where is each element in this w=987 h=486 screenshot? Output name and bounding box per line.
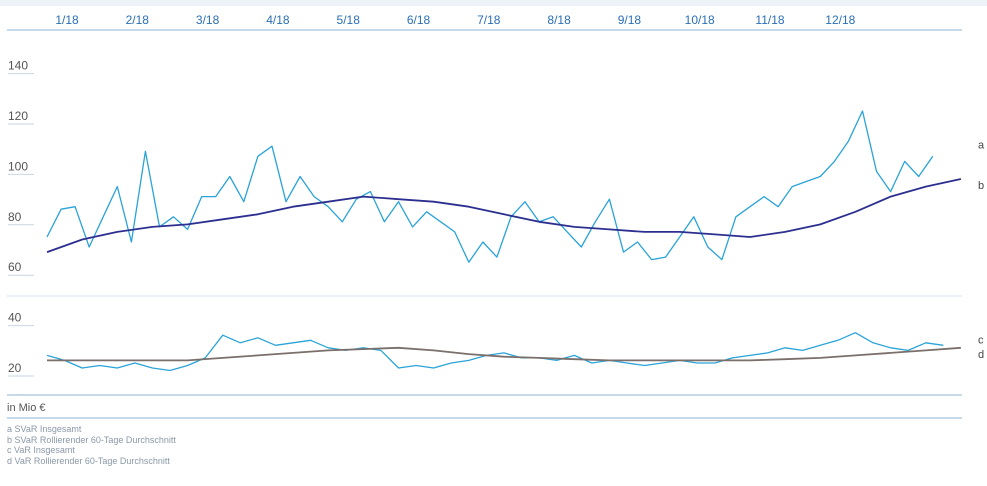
series-end-label-a: a: [978, 139, 985, 151]
x-tick-labels: 1/18 2/18 3/18 4/18 5/18 6/18 7/18 8/18 9/18 10/1…: [55, 13, 855, 27]
x-tick-label: 10/18: [685, 13, 715, 27]
y-tick-label: 140: [8, 59, 28, 73]
y-tick-label: 80: [8, 210, 22, 224]
x-tick-label: 8/18: [547, 13, 571, 27]
legend-entry-a: a SVaR Insgesamt: [7, 424, 82, 434]
y-tick-label: 120: [8, 109, 28, 123]
legend-entry-c: c VaR Insgesamt: [7, 445, 75, 455]
legend-entry-d: d VaR Rollierender 60-Tage Durchschnitt: [7, 455, 170, 466]
series-line-b: [46, 178, 962, 253]
x-tick-label: 3/18: [196, 13, 220, 27]
x-tick-label: 1/18: [55, 13, 79, 27]
series-layer: [46, 110, 962, 372]
x-tick-label: 2/18: [126, 13, 150, 27]
series-end-label-c: c: [978, 334, 984, 346]
series-end-labels: a b cd: [978, 139, 985, 361]
series-line-d: [47, 346, 961, 362]
series-end-label-d: d: [978, 349, 984, 361]
x-tick-label: 11/18: [755, 13, 784, 27]
x-tick-label: 7/18: [477, 13, 501, 27]
series-end-label-b: b: [978, 180, 984, 192]
series-line-c: [46, 332, 944, 372]
x-tick-label: 12/18: [825, 13, 855, 27]
top-strip: [0, 0, 987, 6]
series-line-a: [46, 110, 934, 263]
y-tick-labels: 20 40 60 80 100 120 140: [8, 59, 34, 377]
x-tick-label: 5/18: [337, 13, 361, 27]
x-tick-label: 9/18: [618, 13, 642, 27]
legend: a SVaR Insgesamt b SVaR Rollierender 60-…: [7, 424, 176, 466]
y-tick-label: 60: [8, 260, 22, 274]
legend-entry-b: b SVaR Rollierender 60-Tage Durchschnitt: [7, 434, 176, 445]
x-tick-label: 4/18: [266, 13, 290, 27]
y-tick-label: 40: [8, 311, 22, 325]
unit-label: in Mio €: [7, 402, 46, 414]
y-tick-label: 100: [8, 159, 28, 173]
x-tick-label: 6/18: [407, 13, 431, 27]
y-tick-label: 20: [8, 361, 22, 375]
